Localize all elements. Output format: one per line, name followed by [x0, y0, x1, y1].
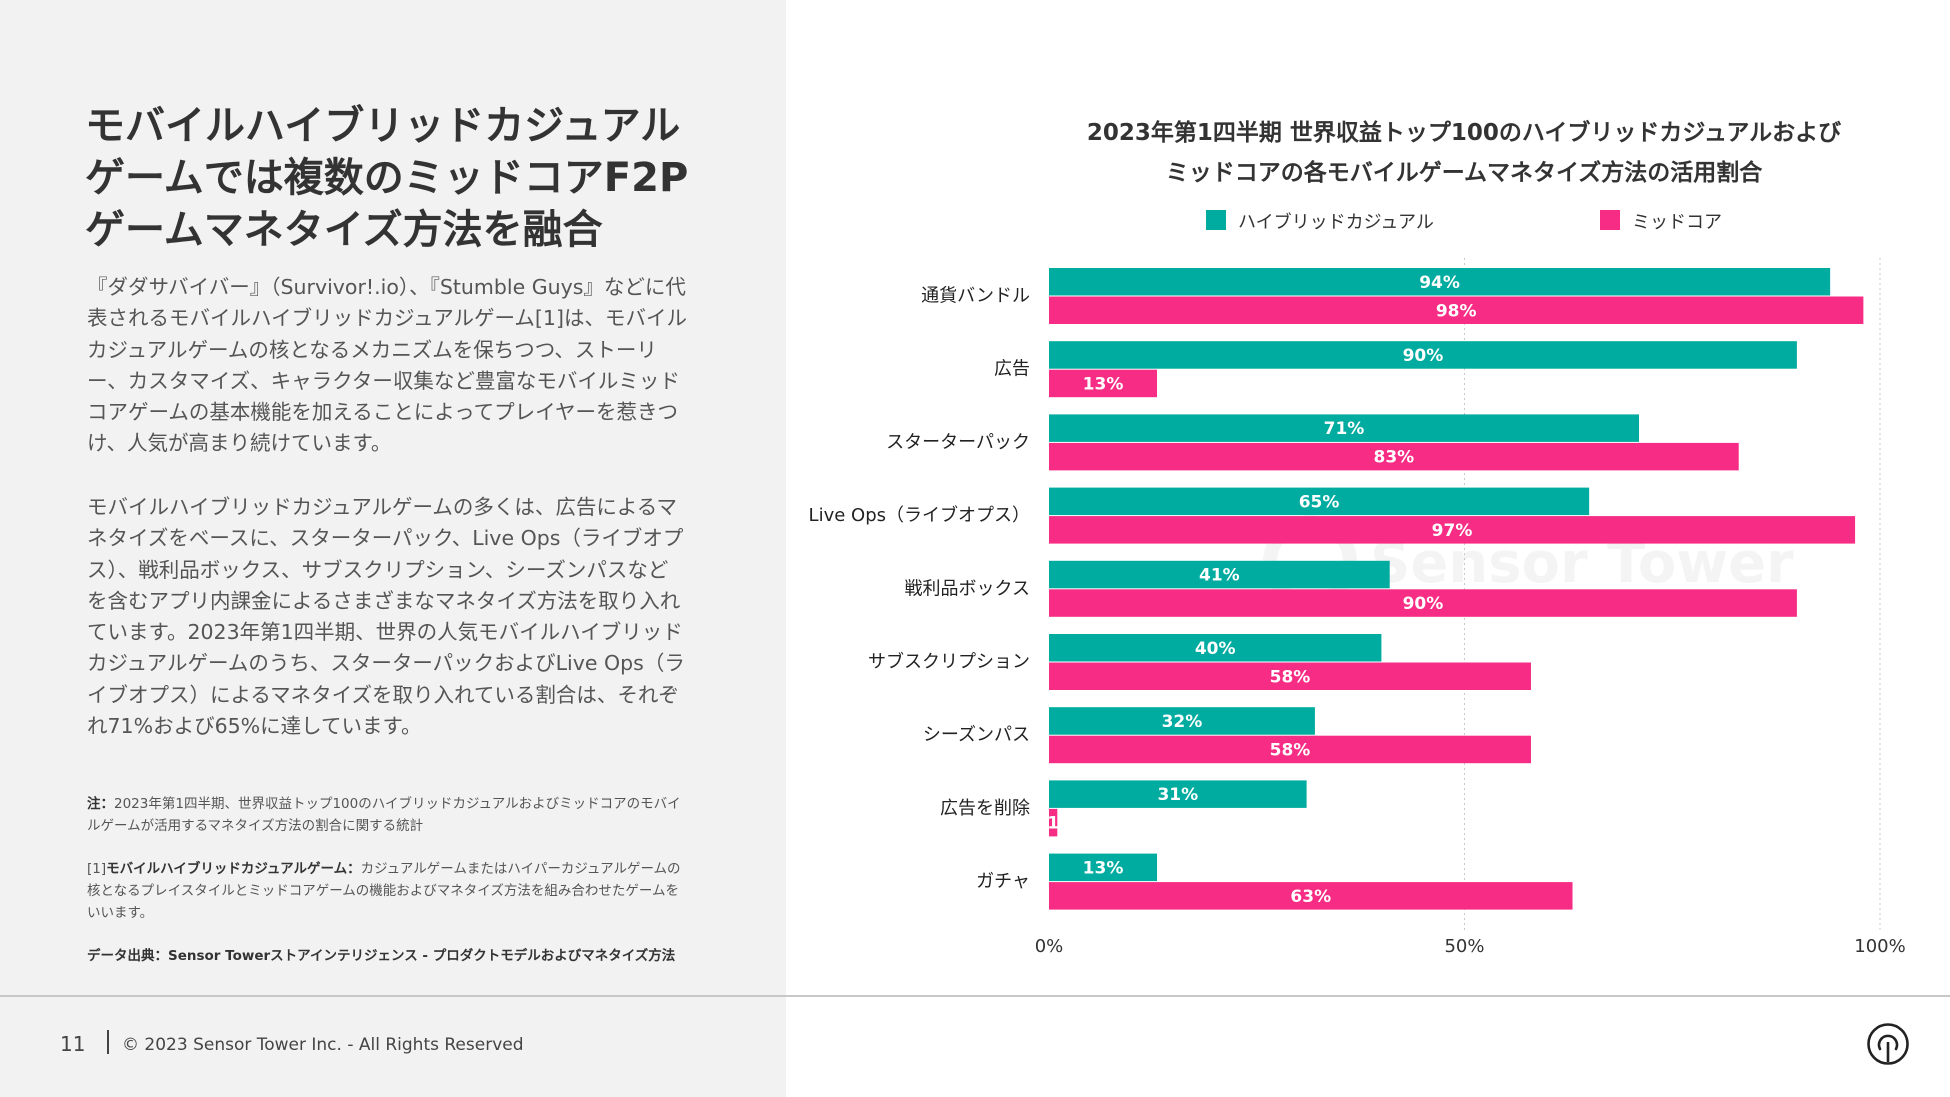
footnote-text: カジュアルゲームまたはハイパーカジュアルゲームの核となるプレイスタイルとミッドコ…	[87, 861, 681, 921]
data-label-midcore-8: 1	[1047, 814, 1059, 834]
data-label-midcore-9: 63%	[1290, 887, 1331, 907]
bar-hybrid-8	[1049, 780, 1307, 808]
data-label-hybrid-6: 40%	[1195, 639, 1236, 659]
data-label-midcore-5: 90%	[1403, 594, 1444, 614]
bar-hybrid-9	[1049, 853, 1158, 882]
data-label-midcore-6: 58%	[1270, 667, 1311, 687]
data-label-midcore-7: 58%	[1270, 740, 1311, 760]
category-label-2: 広告	[994, 359, 1030, 380]
detail-paragraph: モバイルハイブリッドカジュアルゲームの多くは、広告によるマネタイズをベースに、ス…	[87, 495, 685, 739]
data-source-text: データ出典：Sensor Towerストアインテリジェンス - プロダクトモデル…	[87, 948, 676, 964]
chart-legend: ハイブリッドカジュアル ミッドコア	[1206, 210, 1722, 233]
data-label-hybrid-3: 71%	[1324, 419, 1365, 439]
data-label-hybrid-4: 65%	[1299, 492, 1340, 512]
legend-label-2: ミッドコア	[1632, 212, 1722, 233]
data-label-midcore-3: 83%	[1374, 448, 1415, 468]
note-label: 注：	[87, 796, 114, 812]
bar-midcore-1	[1049, 296, 1864, 324]
category-label-4: Live Ops（ライブオプス）	[809, 504, 1030, 526]
category-label-6: サブスクリプション	[868, 651, 1030, 673]
data-source: データ出典：Sensor Towerストアインテリジェンス - プロダクトモデル…	[87, 945, 692, 967]
footer-left-bg	[0, 997, 786, 1097]
bar-midcore-6	[1049, 662, 1531, 690]
chart: Sensor Tower 2023年第1四半期 世界収益トップ100のハイブリッ…	[809, 119, 1906, 957]
note-text: 2023年第1四半期、世界収益トップ100のハイブリッドカジュアルおよびミッドコ…	[87, 796, 681, 834]
footnote-ref: [1]	[87, 861, 107, 877]
data-label-hybrid-8: 31%	[1157, 785, 1198, 805]
category-label-8: 広告を削除	[940, 798, 1030, 819]
data-label-hybrid-1: 94%	[1419, 273, 1460, 293]
chart-title-line2: ミッドコアの各モバイルゲームマネタイズ方法の活用割合	[1166, 159, 1764, 186]
chart-title-line1: 2023年第1四半期 世界収益トップ100のハイブリッドカジュアルおよび	[1087, 119, 1841, 146]
legend-swatch-2	[1600, 210, 1620, 230]
bar-hybrid-7	[1049, 707, 1315, 735]
footnote-term: モバイルハイブリッドカジュアルゲーム：	[106, 861, 361, 877]
x-tick-label-3: 100%	[1854, 936, 1905, 957]
x-tick-label-2: 50%	[1444, 936, 1484, 957]
category-label-7: シーズンパス	[923, 725, 1030, 746]
copyright-text: © 2023 Sensor Tower Inc. - All Rights Re…	[122, 1035, 524, 1055]
category-label-3: スターターパック	[886, 432, 1030, 453]
intro-paragraph: 『ダダサバイバー』（Survivor!.io）、『Stumble Guys』など…	[87, 275, 687, 456]
chart-bars: 94% 98% 90% 13% 71% 83% 65% 97% 41% 90% 40% 58% 32% 5…	[1047, 268, 1864, 910]
note: 注：2023年第1四半期、世界収益トップ100のハイブリッドカジュアルおよびミッ…	[87, 793, 692, 837]
left-panel	[0, 0, 786, 995]
data-label-midcore-4: 97%	[1432, 521, 1473, 541]
footnote: [1]モバイルハイブリッドカジュアルゲーム：カジュアルゲームまたはハイパーカジュ…	[87, 858, 692, 924]
page-headline: モバイルハイブリッドカジュアルゲームでは複数のミッドコアF2Pゲームマネタイズ方…	[85, 103, 689, 253]
bar-hybrid-6	[1049, 634, 1382, 662]
data-label-hybrid-9: 13%	[1083, 858, 1124, 878]
data-label-hybrid-7: 32%	[1162, 712, 1203, 732]
bar-hybrid-4	[1049, 487, 1590, 516]
bar-midcore-9	[1049, 882, 1573, 910]
footer-separator	[107, 1030, 109, 1054]
data-label-hybrid-5: 41%	[1199, 566, 1240, 586]
sensor-tower-logo-icon	[1867, 1023, 1909, 1065]
page-number: 11	[60, 1032, 86, 1056]
bar-midcore-7	[1049, 735, 1531, 764]
bar-midcore-3	[1049, 442, 1739, 471]
bar-midcore-2	[1049, 369, 1158, 398]
legend-swatch-1	[1206, 210, 1226, 230]
chart-x-axis: 0% 50% 100%	[1035, 936, 1906, 957]
bar-hybrid-2	[1049, 341, 1797, 369]
data-label-midcore-2: 13%	[1083, 374, 1124, 394]
bar-hybrid-3	[1049, 414, 1640, 442]
data-label-hybrid-2: 90%	[1403, 346, 1444, 366]
category-label-5: 戦利品ボックス	[905, 578, 1030, 599]
bar-midcore-8	[1049, 808, 1058, 837]
category-label-1: 通貨バンドル	[921, 286, 1030, 307]
category-label-9: ガチャ	[976, 871, 1030, 892]
bar-hybrid-1	[1049, 268, 1831, 296]
bar-hybrid-5	[1049, 560, 1390, 589]
x-tick-label-1: 0%	[1035, 936, 1064, 957]
bar-midcore-4	[1049, 516, 1856, 544]
legend-label-1: ハイブリッドカジュアル	[1238, 211, 1434, 233]
data-label-midcore-1: 98%	[1436, 301, 1477, 321]
footer-divider	[0, 995, 1950, 997]
bar-midcore-5	[1049, 589, 1797, 617]
